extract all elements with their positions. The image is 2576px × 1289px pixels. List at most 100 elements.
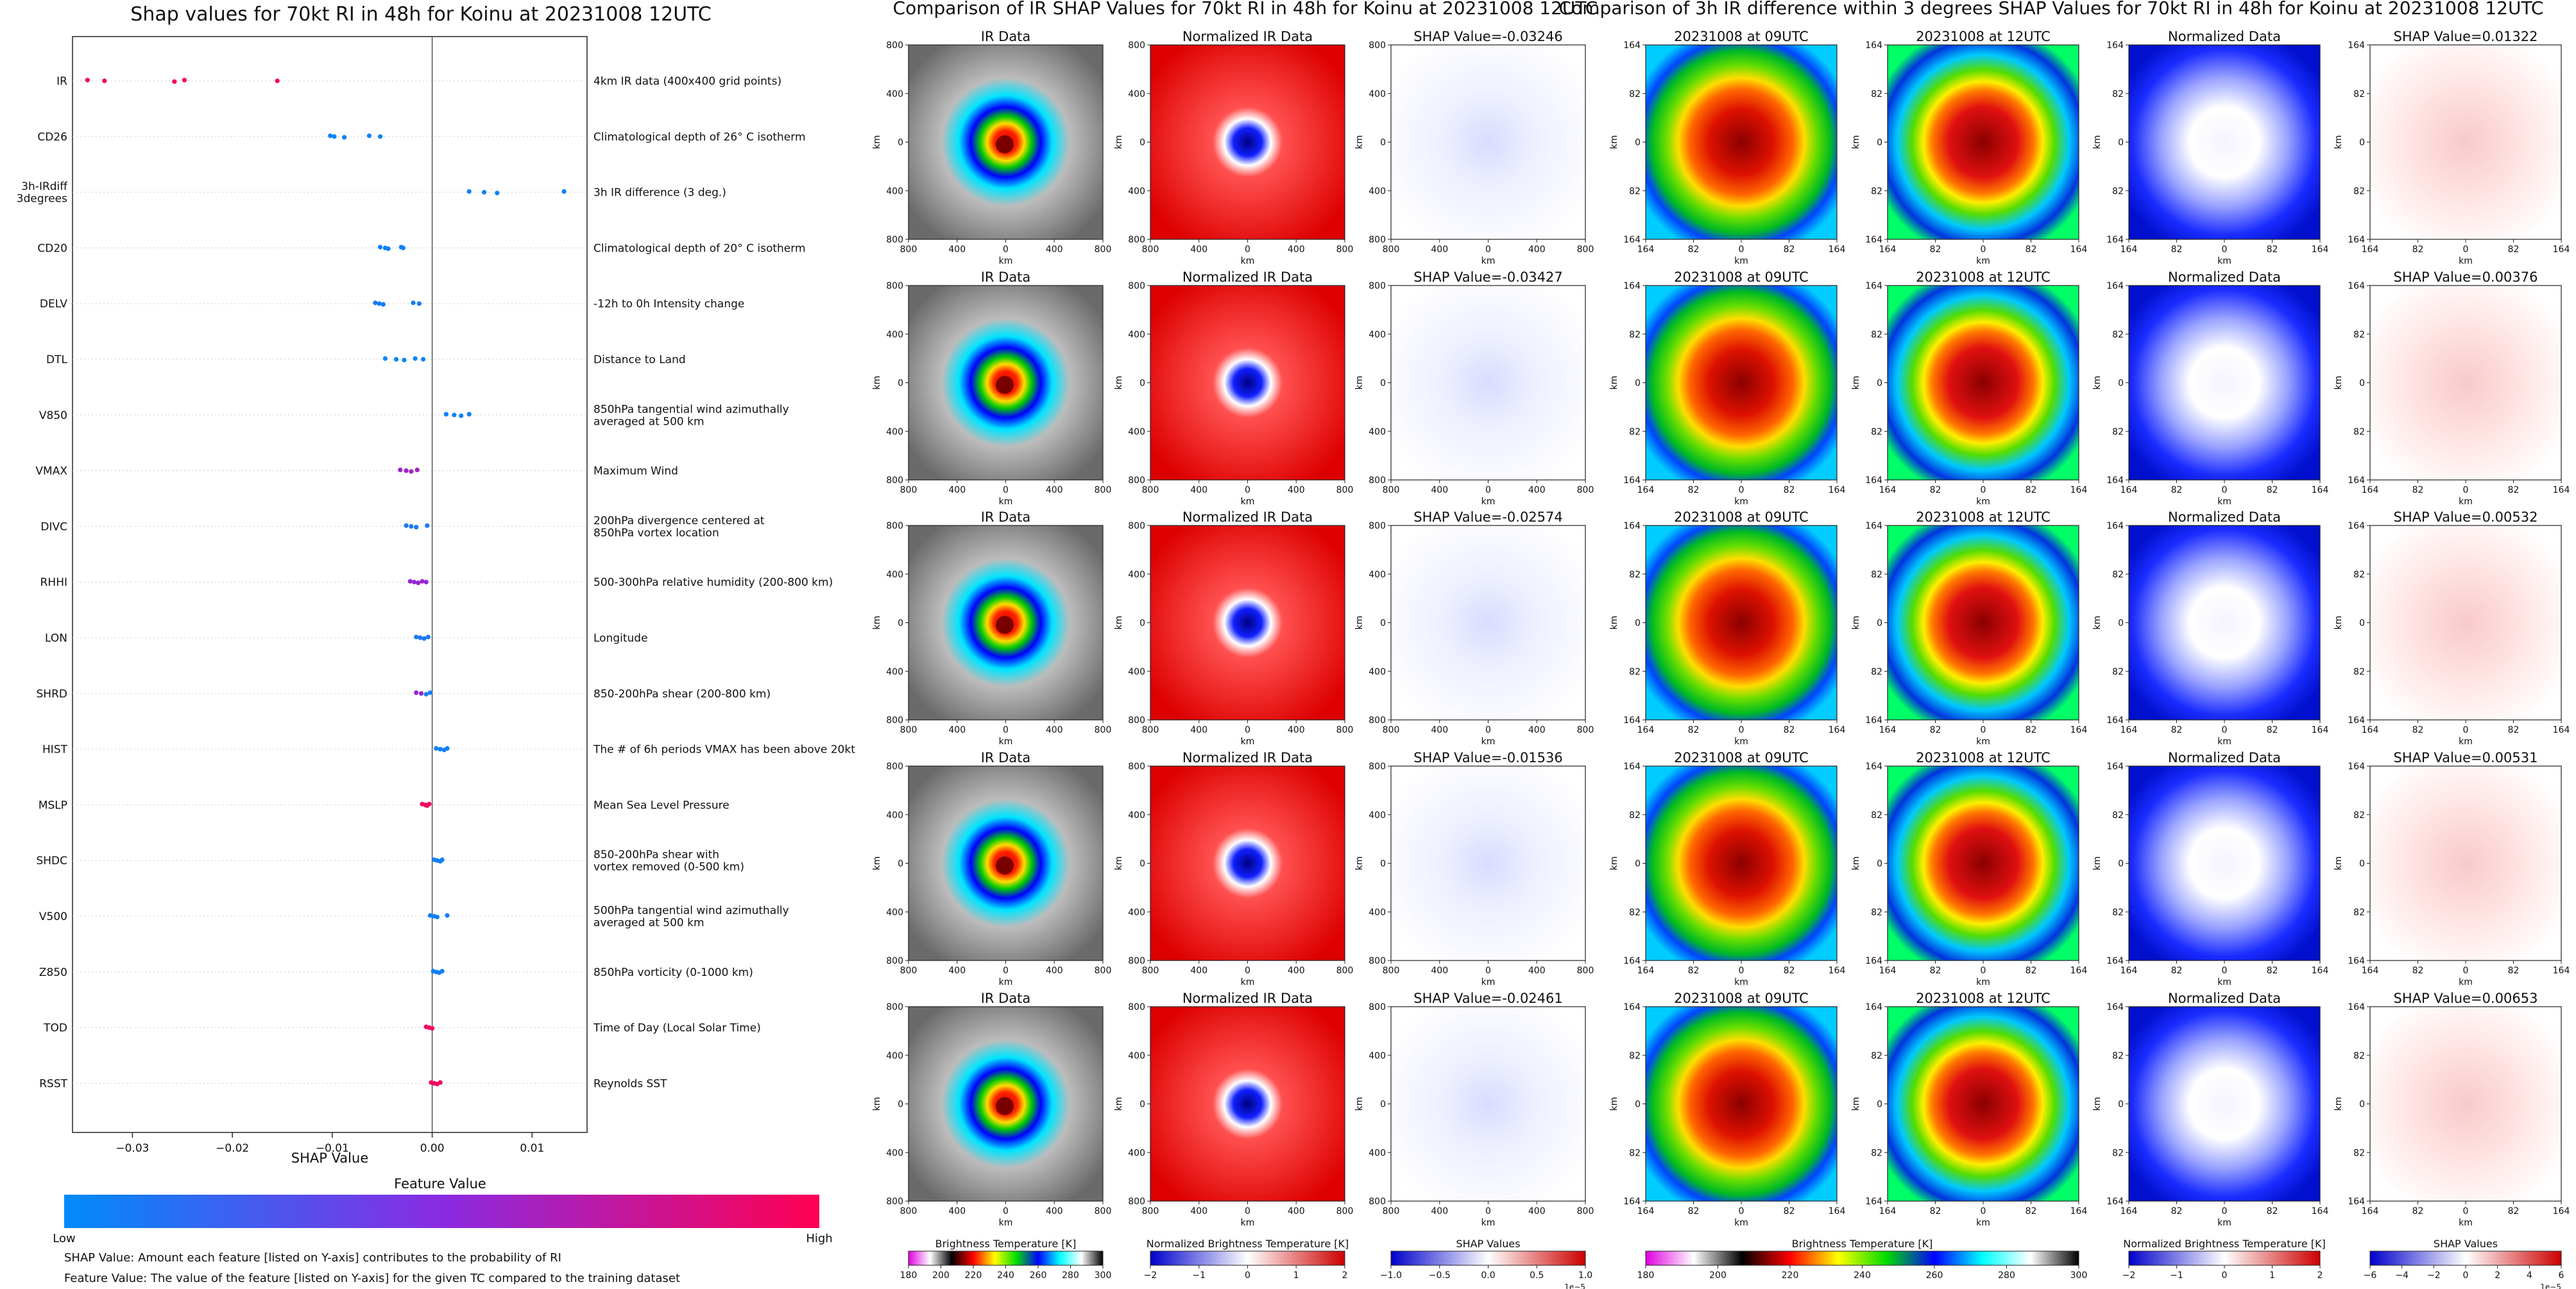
x-tick-label: 800	[1577, 1206, 1594, 1216]
y-tick-label: 82	[2353, 186, 2365, 196]
colorbar-tick-label: −4	[2395, 1270, 2409, 1281]
x-tick-label: 164	[2553, 244, 2570, 255]
x-tick-label: 400	[1288, 485, 1305, 495]
storm-eye-marker	[996, 857, 1014, 875]
map-panel-4-2	[1390, 1006, 1586, 1202]
x-tick-label: 400	[1288, 966, 1305, 976]
x-tick-label: 0	[1485, 725, 1491, 735]
shap-point-5-1	[393, 357, 399, 362]
feature-label: V850	[39, 409, 67, 422]
shap-point-10-1	[418, 635, 423, 640]
y-tick-label: 400	[1369, 1148, 1386, 1158]
colorbar-tick-label: −2	[1144, 1270, 1157, 1281]
x-tick-label: 400	[1190, 485, 1207, 495]
y-tick-label: 400	[886, 907, 903, 918]
x-tick-label: 164	[2070, 725, 2088, 735]
feature-label: V500	[39, 910, 67, 923]
y-tick-label: 0	[2118, 619, 2124, 629]
x-axis-label: km	[2459, 737, 2473, 747]
x-tick-label: 164	[2070, 485, 2088, 495]
map-panel-2-2	[1390, 525, 1586, 721]
x-tick-label: 82	[1784, 244, 1795, 255]
x-tick-label: 164	[2362, 485, 2379, 495]
panel-title: 20231008 at 12UTC	[1916, 991, 2051, 1006]
panel-title: SHAP Value=-0.01536	[1413, 750, 1563, 765]
panel-title: Normalized Data	[2168, 991, 2281, 1006]
colorbar	[2369, 1251, 2562, 1266]
x-tick-label: 164	[2312, 725, 2329, 735]
x-tick-label: 164	[2553, 966, 2570, 976]
x-tick-label: 164	[2070, 1206, 2088, 1216]
x-tick-label: 164	[1829, 244, 1846, 255]
x-tick-label: 164	[1637, 1206, 1655, 1216]
shap-point-8-3	[425, 523, 430, 528]
y-tick-label: 800	[1369, 235, 1386, 245]
map-panel-d3-1	[1887, 765, 2079, 961]
shap-point-5-2	[402, 357, 407, 363]
x-tick-label: 0	[1981, 244, 1986, 255]
colorbar-tick-label: 2	[2495, 1270, 2500, 1281]
y-tick-label: 164	[2106, 235, 2124, 245]
y-tick-label: 400	[1128, 810, 1145, 821]
y-tick-label: 164	[1623, 715, 1641, 726]
panel-title: Normalized IR Data	[1182, 29, 1313, 44]
x-tick-label: 800	[1095, 244, 1112, 255]
x-tick-label: 82	[1930, 485, 1941, 495]
x-tick-label: 800	[1336, 725, 1354, 735]
x-tick-label: 400	[948, 485, 966, 495]
map-panel-1-1	[1150, 285, 1345, 481]
y-tick-label: 0	[1139, 619, 1145, 629]
y-tick-label: 82	[2112, 570, 2124, 580]
x-tick-label: 82	[1688, 725, 1700, 735]
panel-title: SHAP Value=-0.02461	[1413, 991, 1563, 1006]
x-tick-label: 82	[2412, 725, 2424, 735]
x-tick-label: 0	[1981, 725, 1986, 735]
colorbar-tick-label: 200	[932, 1270, 950, 1281]
x-axis-label: km	[2217, 1218, 2231, 1228]
feature-label: SHRD	[37, 688, 67, 701]
y-tick-label: 400	[886, 89, 903, 99]
y-tick-label: 164	[1865, 521, 1882, 531]
panel-title: Normalized Data	[2168, 269, 2281, 285]
map-panel-1-2	[1390, 285, 1586, 481]
map-panel-d0-3	[2369, 44, 2562, 240]
y-tick-label: 164	[1865, 475, 1882, 486]
y-tick-label: 400	[1128, 570, 1145, 580]
y-tick-label: 0	[1877, 379, 1882, 389]
y-axis-label: km	[2333, 376, 2344, 390]
x-tick-label: 400	[1190, 966, 1207, 976]
y-tick-label: 82	[2112, 1051, 2124, 1061]
x-axis-label: km	[1976, 1218, 1990, 1228]
x-tick-label: 800	[1577, 244, 1594, 255]
panel-title: IR Data	[981, 509, 1031, 525]
feature-description: 4km IR data (400x400 grid points)	[593, 75, 781, 88]
x-tick-label: 164	[2312, 485, 2329, 495]
x-tick-label: 400	[948, 725, 966, 735]
y-tick-label: 0	[2359, 1100, 2365, 1110]
x-tick-label: 82	[1688, 244, 1700, 255]
shap-point-12-1	[438, 747, 443, 752]
colorbar	[1645, 1251, 2079, 1266]
colorbar-offset-label: 1e−5	[2540, 1283, 2561, 1289]
colorbar-tick-label: 0	[1245, 1270, 1250, 1281]
y-tick-label: 800	[1369, 956, 1386, 966]
colorbar-low-label: Low	[53, 1232, 75, 1245]
x-tick-label: 800	[1383, 244, 1400, 255]
x-axis-label: km	[2217, 497, 2231, 507]
y-tick-label: 400	[886, 1148, 903, 1158]
panel-title: 20231008 at 09UTC	[1674, 991, 1809, 1006]
y-tick-label: 800	[1369, 40, 1386, 51]
y-axis-label: km	[872, 616, 882, 630]
x-tick-label: 82	[2026, 966, 2037, 976]
x-tick-label: 164	[2553, 1206, 2570, 1216]
y-tick-label: 800	[1128, 1002, 1145, 1012]
y-tick-label: 0	[898, 138, 903, 148]
x-tick-label: 0	[1485, 1206, 1491, 1216]
x-tick-label: 400	[1431, 725, 1448, 735]
panel-title: IR Data	[981, 750, 1031, 765]
x-axis-label: km	[999, 737, 1013, 747]
y-axis-label: km	[1114, 616, 1124, 630]
x-tick-label: 82	[1930, 1206, 1941, 1216]
y-tick-label: 82	[2353, 667, 2365, 677]
shap-point-18-3	[438, 1080, 443, 1085]
